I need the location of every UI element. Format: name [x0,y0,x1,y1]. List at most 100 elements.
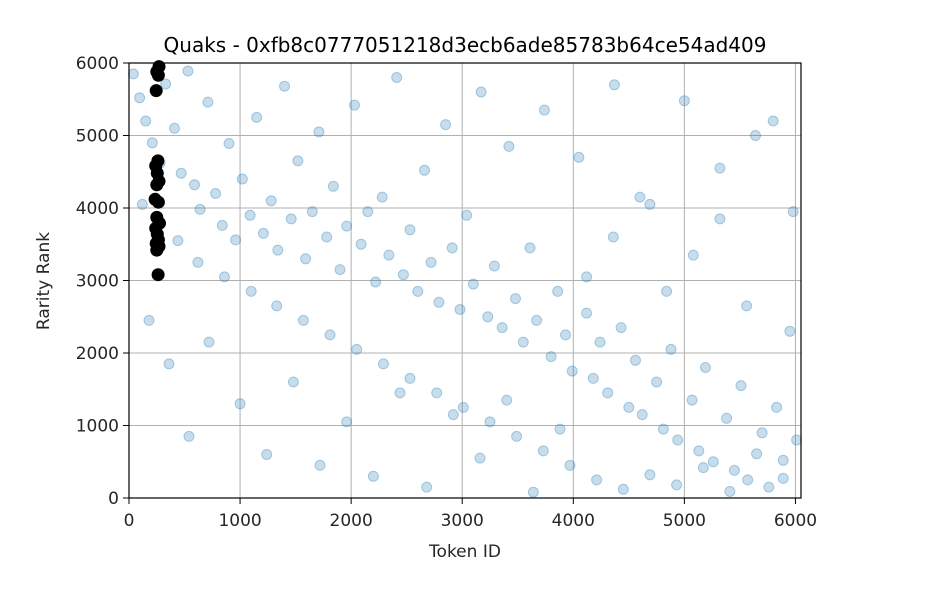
data-point [425,256,437,268]
data-point [292,155,304,167]
data-point [482,311,494,323]
data-point [756,427,768,439]
data-point [517,336,529,348]
data-point [251,111,263,123]
data-point [787,206,799,218]
data-point [163,358,175,370]
data-point [763,481,775,493]
data-point [285,213,297,225]
data-point [545,351,557,363]
data-point [750,130,761,141]
data-point [527,486,539,498]
data-point [587,372,599,384]
data-point [175,167,187,179]
x-tick-label: 4000 [552,511,595,531]
data-point [564,459,576,471]
y-tick-label: 1000 [76,417,119,437]
data-point [297,314,309,326]
x-tick-label: 3000 [441,511,484,531]
y-tick-label: 6000 [76,54,119,74]
data-point [630,354,641,366]
y-tick-label: 5000 [76,127,119,147]
highlighted-data-point [150,243,164,257]
x-axis-label: Token ID [428,542,501,562]
data-point [355,238,367,250]
data-point [419,164,430,176]
data-point [397,269,409,281]
data-point [735,380,747,392]
data-point [488,260,500,272]
data-point [314,459,326,471]
data-point [341,220,353,232]
data-point [143,314,155,326]
x-tick-label: 2000 [330,511,373,531]
data-point [644,198,656,210]
data-point [721,412,733,424]
data-point [607,231,619,243]
highlighted-data-point [149,84,163,98]
data-point [777,454,789,466]
data-point [501,394,513,406]
data-point [484,416,496,428]
data-point [591,474,603,486]
data-point [351,343,363,355]
data-point [474,452,486,464]
data-point [271,300,283,312]
highlighted-data-point [151,68,165,82]
data-point [169,122,180,134]
data-point [784,325,796,337]
data-point [714,162,726,174]
data-point [172,235,184,247]
data-point [230,234,242,246]
data-point [349,99,360,111]
data-point [194,203,206,215]
data-point [433,296,445,308]
data-point [560,329,571,341]
data-point [160,78,172,90]
data-point [367,470,379,482]
data-point [538,104,550,116]
data-point [581,271,593,283]
data-point [341,416,353,428]
x-tick-label: 6000 [774,511,817,531]
highlighted-data-point [151,195,165,209]
data-point [707,456,719,468]
data-point [554,423,566,435]
data-point [236,173,248,185]
data-point [404,224,416,236]
data-point [146,137,158,149]
grid-lines [128,62,801,499]
highlighted-data-point [150,178,164,192]
data-point [334,264,346,276]
data-point [665,343,677,355]
data-point [791,434,803,446]
data-point [608,79,620,91]
data-point [693,445,705,457]
data-point [672,434,684,446]
data-point [421,481,433,493]
highlighted-data-point [151,268,165,282]
data-point [321,231,333,243]
data-points [127,60,803,498]
data-point [661,285,673,297]
x-tick-label: 0 [124,511,135,531]
data-point [300,253,312,265]
data-point [475,86,487,98]
data-point [687,249,699,261]
data-point [391,72,403,83]
data-point [446,242,458,254]
data-point [552,285,564,297]
data-point [573,151,585,163]
data-point [376,191,388,203]
data-point [634,191,646,203]
chart-title: Quaks - 0xfb8c0777051218d3ecb6ade85783b6… [164,33,767,57]
data-point [223,138,235,149]
data-point [511,430,523,442]
highlighted-token-series [148,60,166,282]
data-point [192,256,204,268]
data-point [287,376,299,388]
data-point [697,462,709,474]
data-point [377,358,389,370]
data-point [404,372,416,384]
